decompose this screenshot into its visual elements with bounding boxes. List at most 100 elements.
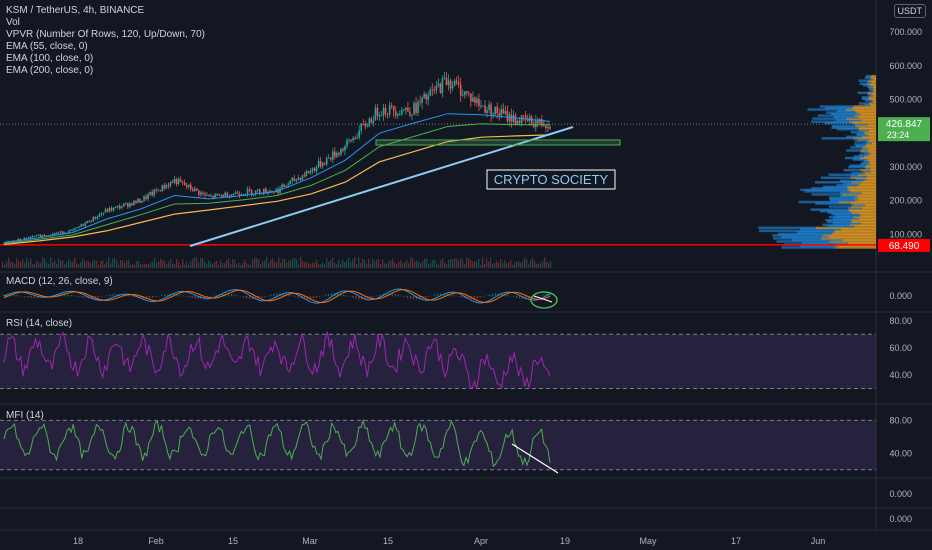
time-tick-label: 18 <box>73 536 83 546</box>
candle-body <box>145 196 147 199</box>
vpvr-down-bar <box>846 185 876 189</box>
volume-bar <box>296 259 298 268</box>
candle-body <box>43 234 46 236</box>
vpvr-up-bar <box>850 175 868 178</box>
candle-body <box>267 192 269 194</box>
volume-bar <box>128 259 130 268</box>
candle-body <box>200 192 202 195</box>
volume-bar <box>50 257 52 268</box>
macd-annotation-line <box>533 295 553 303</box>
candle-body <box>3 242 5 244</box>
candle-body <box>496 106 499 114</box>
volume-bar <box>352 259 354 268</box>
vpvr-up-bar <box>832 222 861 225</box>
macd-histogram-bar <box>230 293 233 297</box>
candle-body <box>256 189 259 191</box>
vpvr-up-bar <box>843 182 861 186</box>
vpvr-down-bar <box>867 175 876 178</box>
candle-body <box>309 170 312 174</box>
volume-bar <box>406 259 408 268</box>
vpvr-down-bar <box>860 112 876 116</box>
candle-body <box>338 152 340 155</box>
candle-body <box>131 203 133 206</box>
macd-histogram-bar <box>528 296 530 299</box>
macd-histogram-bar <box>303 296 305 300</box>
volume-bar <box>224 263 226 268</box>
candle-body <box>234 192 237 195</box>
volume-bar <box>198 262 200 268</box>
vpvr-down-bar <box>828 235 876 239</box>
volume-bar <box>292 258 294 268</box>
volume-bar <box>514 262 516 268</box>
candle-body <box>307 171 310 174</box>
candle-body <box>421 97 423 103</box>
vpvr-down-bar <box>858 115 876 119</box>
candle-body <box>185 185 188 187</box>
vpvr-down-bar <box>868 97 876 101</box>
time-tick-label: 15 <box>383 536 393 546</box>
volume-bar <box>432 259 434 268</box>
candle-body <box>222 194 225 197</box>
macd-histogram-bar <box>549 293 551 297</box>
candle-body <box>344 146 346 151</box>
volume-bar <box>248 264 250 268</box>
macd-histogram-bar <box>349 296 351 297</box>
volume-bar <box>246 262 248 268</box>
vpvr-up-bar <box>865 141 872 145</box>
candle-body <box>230 194 233 197</box>
vpvr-up-bar <box>834 214 861 217</box>
macd-histogram-bar <box>273 293 275 297</box>
volume-bar <box>262 260 264 268</box>
volume-bar <box>394 262 396 268</box>
vpvr-up-bar <box>854 140 868 143</box>
volume-bar <box>310 263 312 268</box>
volume-bar <box>68 258 70 268</box>
vpvr-down-bar <box>865 132 876 136</box>
candle-body <box>167 185 170 187</box>
candle-body <box>547 126 549 129</box>
currency-button[interactable]: USDT <box>893 4 926 18</box>
volume-bar <box>256 257 258 268</box>
candle-body <box>350 139 352 141</box>
candle-body <box>143 196 145 201</box>
vpvr-up-bar <box>848 165 865 169</box>
volume-bar <box>52 262 54 268</box>
candle-body <box>539 118 541 124</box>
macd-histogram-bar <box>255 296 257 299</box>
candle-body <box>390 105 393 107</box>
volume-bar <box>140 264 142 268</box>
vpvr-down-bar <box>851 220 876 224</box>
candle-body <box>285 185 287 187</box>
candle-body <box>116 205 119 207</box>
volume-bars <box>2 257 552 268</box>
volume-bar <box>192 258 194 268</box>
candle-body <box>327 157 330 159</box>
volume-bar <box>88 261 90 268</box>
vpvr-up-bar <box>871 100 874 104</box>
volume-bar <box>340 263 342 268</box>
macd-histogram-bar <box>154 296 157 297</box>
volume-bar <box>300 257 302 268</box>
macd-histogram-bar <box>182 295 184 297</box>
volume-bar <box>398 261 400 268</box>
volume-bar <box>202 258 204 268</box>
volume-bar <box>160 258 162 268</box>
candle-body <box>78 226 80 228</box>
vpvr-up-bar <box>854 123 868 126</box>
volume-bar <box>54 260 56 268</box>
vpvr-down-bar <box>858 197 876 201</box>
candle-body <box>348 139 350 141</box>
candle-body <box>332 151 334 160</box>
volume-bar <box>384 263 386 268</box>
time-tick-label: Mar <box>302 536 318 546</box>
volume-bar <box>400 260 402 268</box>
vpvr-up-bar <box>846 135 862 139</box>
volume-bar <box>212 264 214 268</box>
vpvr-up-bar <box>800 188 848 192</box>
macd-histogram-bar <box>294 296 296 297</box>
candle-body <box>193 188 196 192</box>
vpvr-up-bar <box>868 87 873 90</box>
candle-body <box>104 209 107 213</box>
vpvr-down-bar <box>858 173 876 176</box>
